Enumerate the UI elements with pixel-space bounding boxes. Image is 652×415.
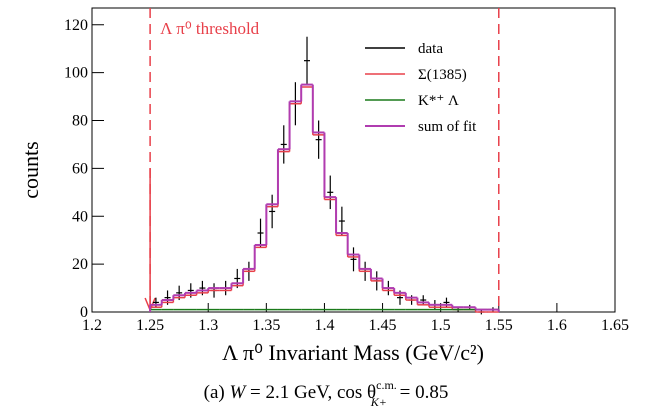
caption-part: W	[229, 382, 247, 403]
plot-frame	[91, 7, 616, 313]
threshold-label: Λ π⁰ threshold	[160, 19, 260, 38]
legend-label: Σ(1385)	[418, 67, 467, 83]
x-tick-label: 1.35	[252, 317, 280, 334]
y-axis-label: counts	[18, 141, 43, 198]
y-tick-label: 100	[64, 65, 88, 82]
x-tick-label: 1.3	[198, 317, 218, 334]
x-axis-label: Λ π⁰ Invariant Mass (GeV/c²)	[222, 340, 484, 365]
caption-part: K+	[370, 395, 387, 409]
legend-label: sum of fit	[418, 119, 477, 135]
caption-part: = 0.85	[395, 382, 448, 403]
x-tick-label: 1.4	[314, 317, 334, 334]
x-tick-label: 1.45	[369, 317, 397, 334]
x-tick-label: 1.2	[82, 317, 102, 334]
y-tick-label: 40	[72, 208, 88, 225]
caption-part: (a)	[204, 382, 230, 403]
x-tick-label: 1.55	[485, 317, 513, 334]
x-tick-label: 1.6	[547, 317, 567, 334]
caption-part: = 2.1 GeV, cos θ	[245, 382, 376, 403]
x-tick-label: 1.5	[431, 317, 451, 334]
legend-label: data	[418, 41, 443, 57]
x-tick-label: 1.65	[601, 317, 629, 334]
caption: (a) W = 2.1 GeV, cos θc.m. K+ = 0.85	[204, 378, 449, 409]
x-tick-label: 1.25	[136, 317, 164, 334]
y-tick-label: 0	[80, 304, 88, 321]
y-tick-label: 60	[72, 160, 88, 177]
y-tick-label: 120	[64, 17, 88, 34]
caption-part: c.m.	[376, 378, 397, 392]
y-tick-label: 80	[72, 113, 88, 130]
y-tick-label: 20	[72, 256, 88, 273]
legend-label: K*⁺ Λ	[418, 93, 459, 109]
